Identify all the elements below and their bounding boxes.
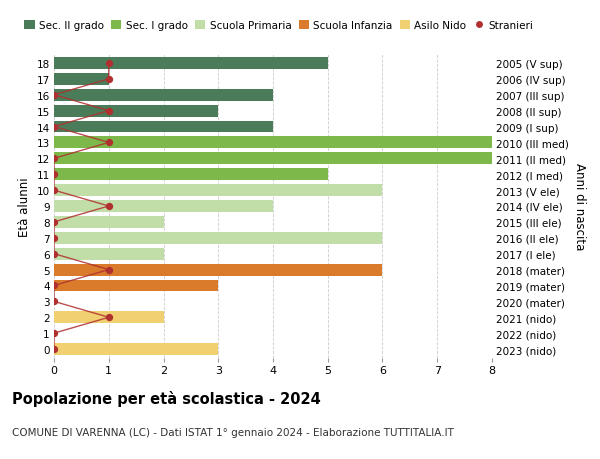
- Bar: [54, 121, 273, 133]
- Point: [49, 235, 59, 242]
- Point: [104, 203, 113, 210]
- Point: [104, 266, 113, 274]
- Point: [49, 330, 59, 337]
- Point: [49, 282, 59, 290]
- Point: [104, 108, 113, 115]
- Bar: [54, 185, 383, 196]
- Point: [104, 140, 113, 147]
- Point: [49, 187, 59, 194]
- Y-axis label: Età alunni: Età alunni: [18, 177, 31, 236]
- Bar: [54, 201, 273, 213]
- Bar: [54, 153, 492, 165]
- Bar: [54, 74, 109, 86]
- Legend: Sec. II grado, Sec. I grado, Scuola Primaria, Scuola Infanzia, Asilo Nido, Stran: Sec. II grado, Sec. I grado, Scuola Prim…: [24, 21, 533, 31]
- Bar: [54, 137, 492, 149]
- Bar: [54, 343, 218, 355]
- Point: [49, 171, 59, 179]
- Bar: [54, 312, 163, 324]
- Bar: [54, 264, 383, 276]
- Bar: [54, 106, 218, 118]
- Bar: [54, 217, 163, 229]
- Point: [104, 314, 113, 321]
- Bar: [54, 280, 218, 292]
- Y-axis label: Anni di nascita: Anni di nascita: [573, 163, 586, 250]
- Bar: [54, 90, 273, 101]
- Point: [49, 155, 59, 162]
- Point: [49, 251, 59, 258]
- Point: [49, 346, 59, 353]
- Point: [104, 60, 113, 67]
- Bar: [54, 169, 328, 181]
- Bar: [54, 248, 163, 260]
- Point: [49, 298, 59, 305]
- Bar: [54, 58, 328, 70]
- Text: COMUNE DI VARENNA (LC) - Dati ISTAT 1° gennaio 2024 - Elaborazione TUTTITALIA.IT: COMUNE DI VARENNA (LC) - Dati ISTAT 1° g…: [12, 427, 454, 437]
- Text: Popolazione per età scolastica - 2024: Popolazione per età scolastica - 2024: [12, 390, 321, 406]
- Point: [104, 76, 113, 84]
- Point: [49, 92, 59, 99]
- Point: [49, 123, 59, 131]
- Bar: [54, 232, 383, 244]
- Point: [49, 219, 59, 226]
